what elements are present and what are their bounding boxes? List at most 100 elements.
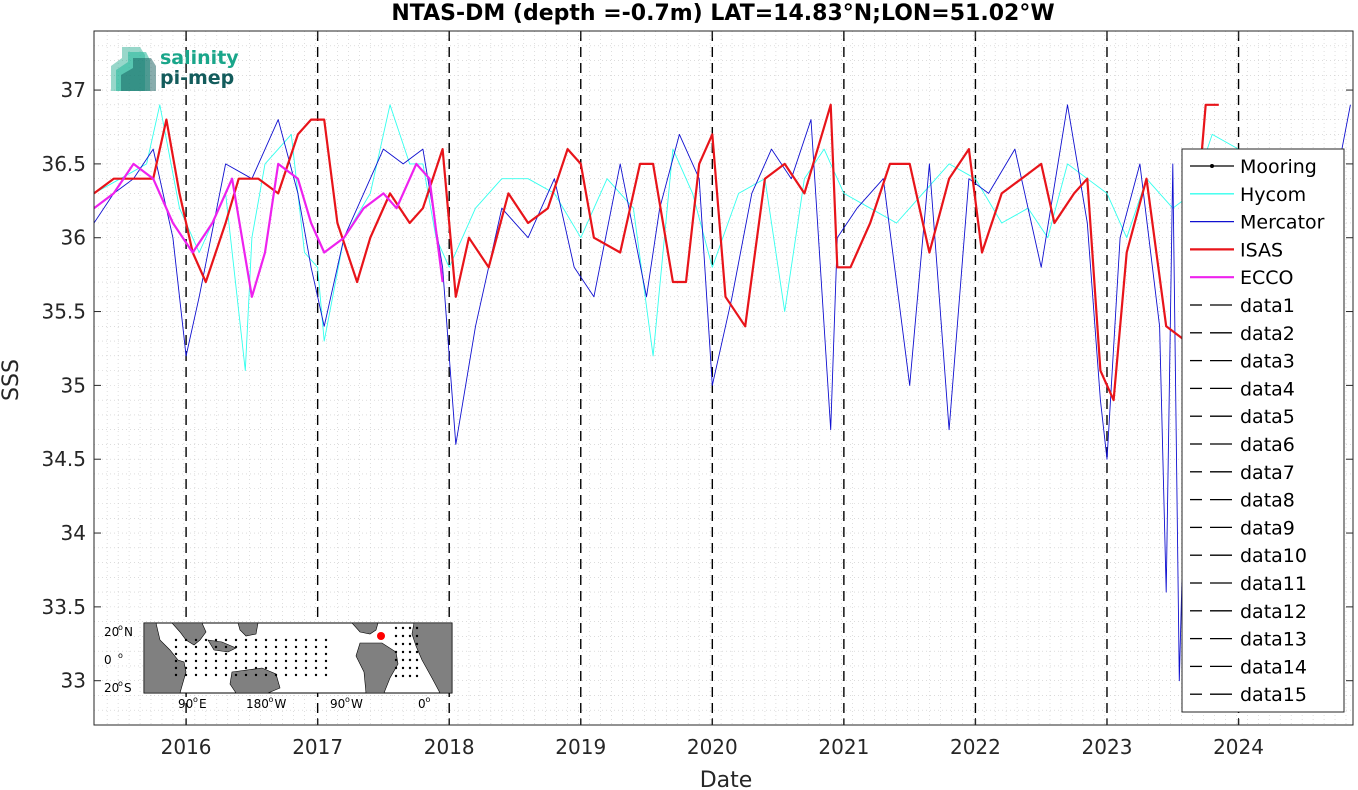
buoy-dot [394, 658, 398, 662]
map-degree-symbol: o [193, 695, 198, 704]
buoy-dot [224, 645, 228, 649]
buoy-dot [324, 666, 328, 670]
chart-title: NTAS-DM (depth =-0.7m) LAT=14.83°N;LON=5… [391, 1, 1054, 26]
x-tick-label: 2021 [818, 735, 869, 759]
buoy-dot [254, 645, 258, 649]
legend-item-data2: data2 [1190, 323, 1295, 345]
buoy-dot [184, 652, 188, 656]
buoy-dot [204, 666, 208, 670]
y-tick-label: 33.5 [41, 595, 86, 619]
buoy-dot [254, 673, 258, 677]
buoy-dot [314, 638, 318, 642]
map-lat-label: 20 [104, 681, 119, 695]
x-tick-label: 2017 [292, 735, 343, 759]
buoy-dot [401, 642, 405, 646]
buoy-dot [254, 666, 258, 670]
legend-label: ECCO [1240, 267, 1294, 289]
legend-item-hycom: Hycom [1190, 184, 1306, 206]
map-degree-symbol: o [118, 651, 123, 660]
legend-label: data11 [1240, 573, 1307, 595]
buoy-dot [408, 626, 412, 630]
buoy-dot [174, 638, 178, 642]
buoy-dot [204, 645, 208, 649]
legend-item-ecco: ECCO [1190, 267, 1294, 289]
buoy-dot [174, 645, 178, 649]
buoy-dot [324, 638, 328, 642]
buoy-dot [394, 666, 398, 670]
buoy-dot [194, 645, 198, 649]
y-tick-label: 34 [61, 521, 86, 545]
logo-text-salinity: salinity [160, 47, 239, 69]
x-tick-label: 2016 [161, 735, 212, 759]
map-degree-symbol: o [118, 679, 123, 688]
buoy-dot [244, 659, 248, 663]
map-lon-label: 90 [178, 697, 193, 711]
x-axis-label: Date [700, 768, 753, 790]
x-tick-label: 2018 [424, 735, 475, 759]
buoy-dot [264, 659, 268, 663]
buoy-dot [415, 642, 419, 646]
buoy-dot [174, 666, 178, 670]
buoy-dot [244, 666, 248, 670]
buoy-dot [184, 638, 188, 642]
buoy-dot [314, 645, 318, 649]
salinity-pi-mep-logo: salinity pi-mep [111, 47, 239, 91]
buoy-dot [264, 666, 268, 670]
y-tick-label: 33 [61, 669, 86, 693]
buoy-dot [304, 673, 308, 677]
legend-label: Hycom [1240, 184, 1306, 206]
legend-label: data13 [1240, 629, 1307, 651]
station-marker [377, 632, 385, 640]
legend: Mooring Hycom Mercator ISAS ECCO data1 data2 da… [1181, 148, 1345, 713]
buoy-dot [304, 638, 308, 642]
buoy-dot [274, 666, 278, 670]
legend-item-data15: data15 [1190, 684, 1307, 706]
buoy-dot [284, 666, 288, 670]
buoy-dot [184, 645, 188, 649]
buoy-dot [284, 645, 288, 649]
map-lon-label: 0 [418, 697, 426, 711]
map-lat-label: 0 [104, 653, 112, 667]
buoy-dot [254, 659, 258, 663]
buoy-dot [324, 673, 328, 677]
legend-item-mooring: Mooring [1190, 156, 1317, 178]
map-degree-symbol: o [426, 695, 431, 704]
buoy-dot [314, 659, 318, 663]
legend-items: Mooring Hycom Mercator ISAS ECCO data1 data2 da… [1190, 156, 1325, 706]
legend-label: Mooring [1240, 156, 1317, 178]
legend-item-data3: data3 [1190, 351, 1295, 373]
buoy-dot [224, 638, 228, 642]
buoy-dot [304, 652, 308, 656]
buoy-dot [234, 673, 238, 677]
buoy-dot [244, 645, 248, 649]
land-shape [411, 623, 452, 693]
legend-label: data9 [1240, 517, 1295, 539]
series-layer [94, 103, 1351, 682]
buoy-dot [184, 673, 188, 677]
buoy-dot [401, 626, 405, 630]
buoy-dot [401, 674, 405, 678]
buoy-dot [284, 673, 288, 677]
buoy-dot [394, 626, 398, 630]
legend-label: data5 [1240, 406, 1295, 428]
buoy-dot [194, 673, 198, 677]
y-tick-label: 36 [61, 226, 86, 250]
buoy-dot [324, 659, 328, 663]
map-lat-hemisphere: N [124, 625, 133, 639]
buoy-dot [234, 638, 238, 642]
y-tick-label: 35.5 [41, 300, 86, 324]
y-axis-label: SSS [0, 359, 24, 401]
legend-item-data10: data10 [1190, 545, 1307, 567]
legend-item-data11: data11 [1190, 573, 1307, 595]
legend-item-data1: data1 [1190, 295, 1295, 317]
buoy-dot [244, 652, 248, 656]
series-line-isas [94, 103, 1219, 402]
buoy-dot [324, 645, 328, 649]
buoy-dot [184, 659, 188, 663]
buoy-dot [394, 650, 398, 654]
map-lon-hemisphere: W [351, 697, 363, 711]
buoy-dot [294, 659, 298, 663]
buoy-dot [394, 634, 398, 638]
y-tick-label: 36.5 [41, 152, 86, 176]
